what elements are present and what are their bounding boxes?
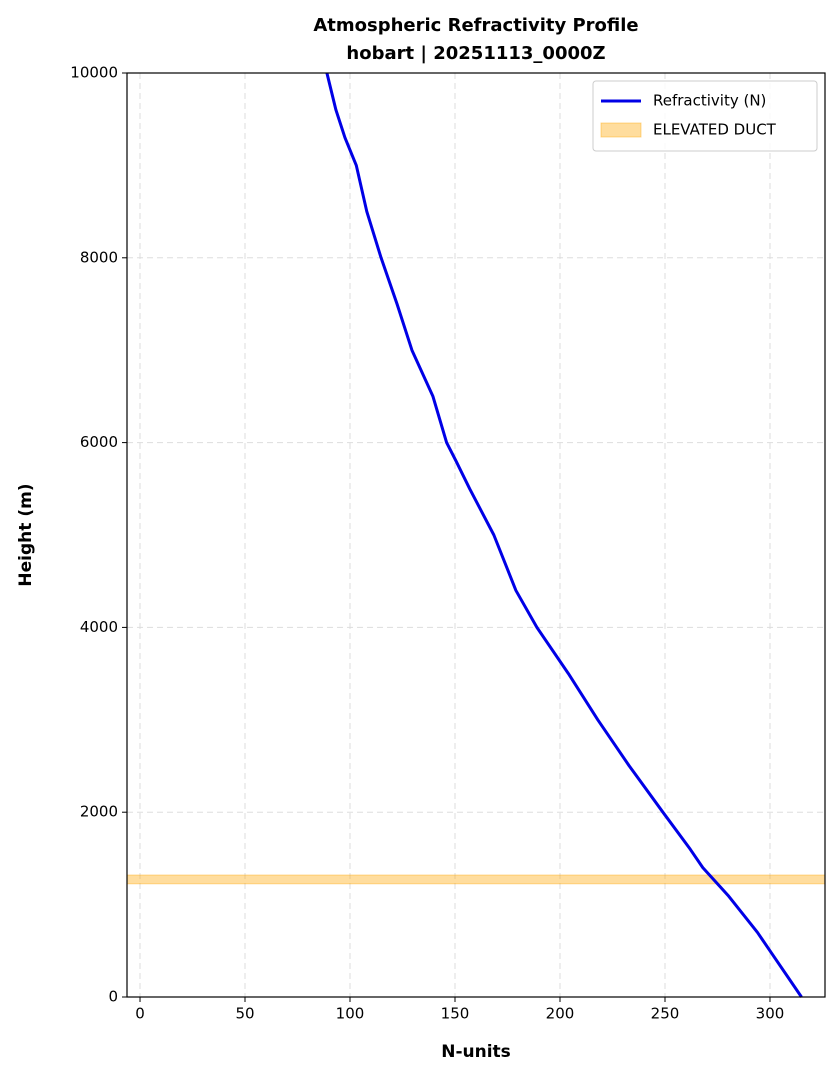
x-tick-label: 200 bbox=[546, 1005, 575, 1023]
x-tick-label: 250 bbox=[651, 1005, 680, 1023]
x-tick-label: 100 bbox=[336, 1005, 365, 1023]
x-axis-label: N-units bbox=[441, 1042, 511, 1062]
chart-title: Atmospheric Refractivity Profile bbox=[313, 15, 638, 36]
x-tick-label: 50 bbox=[235, 1005, 254, 1023]
legend-patch bbox=[600, 122, 642, 138]
y-tick-label: 0 bbox=[108, 988, 118, 1006]
y-tick-label: 10000 bbox=[70, 64, 118, 82]
data-line bbox=[325, 72, 803, 998]
chart-subtitle: hobart | 20251113_0000Z bbox=[346, 43, 605, 64]
legend-box bbox=[592, 80, 818, 152]
y-tick-label: 6000 bbox=[80, 433, 118, 451]
plot-frame bbox=[126, 72, 826, 998]
y-tick-label: 4000 bbox=[80, 618, 118, 636]
y-tick-label: 2000 bbox=[80, 803, 118, 821]
legend-label: Refractivity (N) bbox=[653, 92, 766, 110]
duct-band bbox=[126, 874, 826, 885]
x-tick-label: 150 bbox=[441, 1005, 470, 1023]
y-axis-label: Height (m) bbox=[16, 483, 36, 586]
y-tick-label: 8000 bbox=[80, 248, 118, 266]
x-tick-label: 300 bbox=[756, 1005, 785, 1023]
legend-label: ELEVATED DUCT bbox=[653, 121, 777, 139]
x-tick-label: 0 bbox=[135, 1005, 145, 1023]
